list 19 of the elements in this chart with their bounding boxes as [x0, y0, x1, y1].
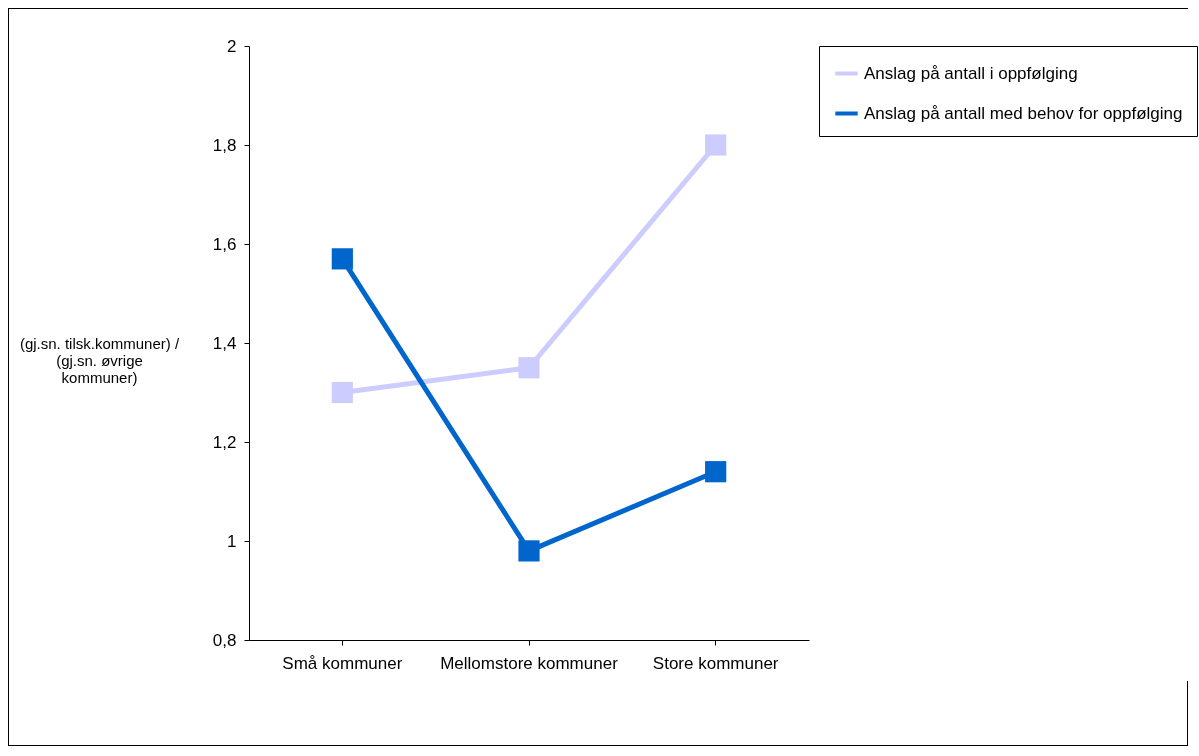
point [331, 381, 353, 404]
y-tick-label: 1,2 [212, 432, 237, 452]
y-axis-title: (gj.sn. tilsk.kommuner) / (gj.sn. øvrige kommuner) [19, 334, 180, 386]
x-tick-label: Mellomstore kommuner [440, 653, 619, 673]
y-tick-label: 1 [227, 531, 237, 551]
x-tick-label: Store kommuner [652, 653, 779, 673]
y-tick-label: 0,8 [212, 630, 237, 650]
y-tick-label: 2 [227, 36, 237, 56]
point [518, 540, 540, 562]
y-tick-label: 1,4 [212, 333, 237, 353]
point [518, 357, 540, 379]
y-tick-label: 1,6 [212, 234, 237, 254]
x-tick-label: Små kommuner [282, 653, 403, 673]
legend-label: Anslag på antall i oppfølging [864, 63, 1078, 83]
point [331, 248, 353, 270]
legend-label: Anslag på antall med behov for oppfølging [864, 103, 1183, 123]
y-tick-label: 1,8 [212, 135, 237, 155]
point [705, 134, 727, 156]
point [705, 461, 727, 483]
